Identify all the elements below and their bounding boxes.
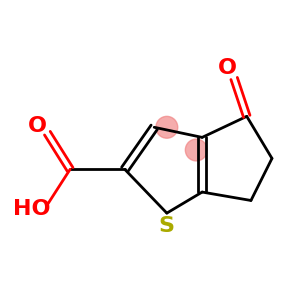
Text: O: O: [28, 116, 47, 136]
Text: O: O: [218, 58, 237, 78]
Text: HO: HO: [14, 199, 51, 219]
Circle shape: [156, 116, 178, 138]
Text: S: S: [159, 216, 175, 236]
Circle shape: [185, 139, 207, 161]
